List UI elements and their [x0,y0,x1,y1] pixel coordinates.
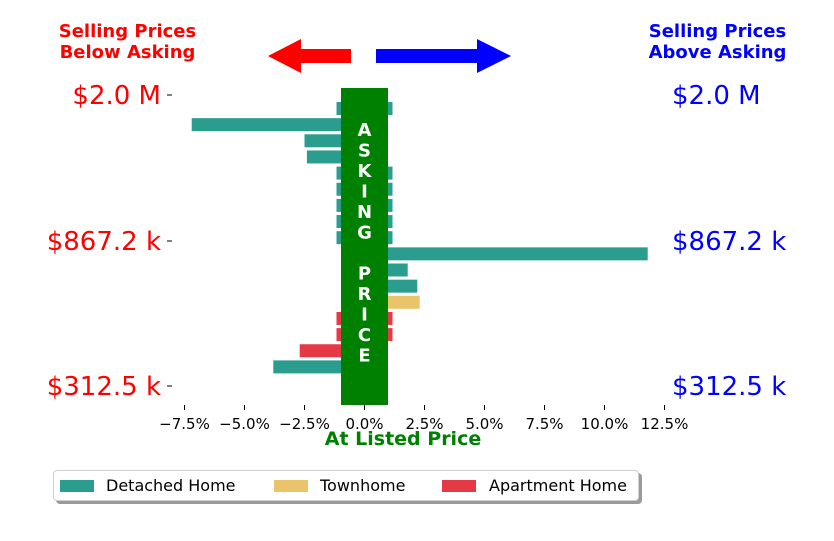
x-tick-label-6: 7.5% [525,415,563,433]
y-axis-right: $2.0 M $867.2 k $312.5 k [672,81,786,402]
asking-letter-5: G [357,223,372,244]
right-arrow-icon [376,39,511,73]
y-tick-label-left-1: $867.2 k [47,227,161,257]
legend-swatch-townhome [274,480,308,492]
header-above-asking: Selling Prices Above Asking [630,21,805,63]
x-tick-label-3: 0.0% [345,415,383,433]
y-tick-label-right-1: $867.2 k [672,227,786,257]
asking-letter-3: I [361,182,368,203]
x-axis: −7.5% −5.0% −2.5% 0.0% 2.5% 5.0% 7.5% 10.0% 12.5… [159,405,688,433]
direction-arrows [268,39,511,73]
x-tick-label-8: 12.5% [641,415,689,433]
legend-swatch-detached [60,480,94,492]
bar-1 [191,118,365,132]
header-below-line-1: Selling Prices [58,21,197,42]
asking-letter-11: E [358,346,370,367]
asking-price-band [341,88,388,405]
bars-layer [191,102,648,374]
header-above-line-2: Above Asking [648,42,787,63]
asking-letter-9: I [361,305,368,326]
bar-9 [364,247,648,261]
header-below-line-2: Below Asking [59,42,196,63]
y-tick-label-right-2: $312.5 k [672,372,786,402]
legend-label-townhome: Townhome [320,476,406,495]
x-tick-label-7: 10.0% [581,415,629,433]
header-above-line-1: Selling Prices [648,21,787,42]
asking-letter-0: A [358,120,372,141]
x-tick-label-2: −2.5% [279,415,330,433]
y-tick-label-right-0: $2.0 M [672,81,761,111]
x-tick-label-0: −7.5% [159,415,210,433]
y-tick-label-left-2: $312.5 k [47,372,161,402]
x-tick-label-4: 2.5% [405,415,443,433]
legend-label-detached: Detached Home [106,476,236,495]
asking-letter-4: N [357,202,372,223]
legend-label-apartment: Apartment Home [489,476,627,495]
asking-letter-10: C [358,325,371,346]
legend-swatch-apartment [442,480,476,492]
asking-letter-1: S [358,141,371,162]
left-arrow-icon [268,39,351,73]
x-tick-label-1: −5.0% [219,415,270,433]
asking-letter-2: K [358,161,373,182]
asking-letter-8: R [358,284,372,305]
x-tick-label-5: 5.0% [465,415,503,433]
y-tick-label-left-0: $2.0 M [72,81,161,111]
legend: Detached Home Townhome Apartment Home [53,470,639,501]
header-below-asking: Selling Prices Below Asking [40,21,215,63]
asking-letter-7: P [358,264,371,285]
y-axis-left: $2.0 M $867.2 k $312.5 k [47,81,172,402]
x-axis-label: At Listed Price [325,428,481,450]
